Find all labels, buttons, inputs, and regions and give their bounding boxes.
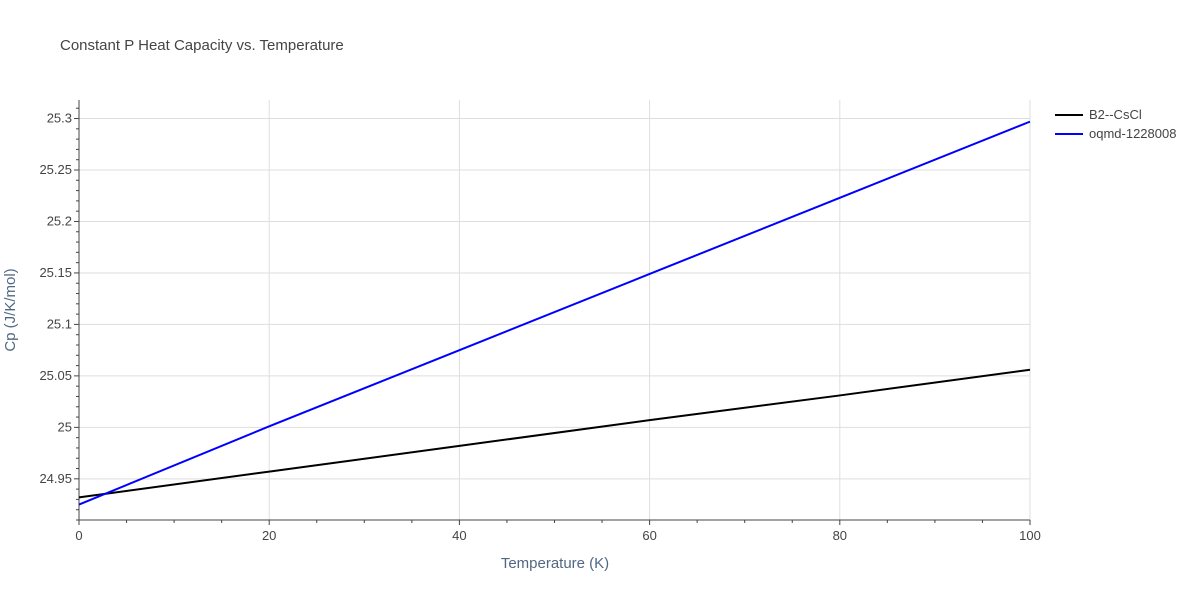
legend-label: B2--CsCl — [1089, 107, 1142, 122]
x-tick-label: 40 — [452, 528, 466, 543]
series-line-1[interactable] — [78, 368, 1031, 499]
axes: 0 20 40 60 80 100 24.95 25 25.05 25.1 25.15 25.2 25.… — [39, 100, 1041, 543]
y-tick-label: 24.95 — [39, 471, 72, 486]
y-tick-label: 25.25 — [39, 162, 72, 177]
legend-item-1[interactable]: B2--CsCl — [1055, 107, 1142, 122]
y-tick-label: 25 — [58, 419, 72, 434]
x-tick-label: 60 — [642, 528, 656, 543]
legend[interactable]: B2--CsCl oqmd-1228008 — [1055, 107, 1176, 141]
y-tick-label: 25.1 — [47, 316, 72, 331]
y-axis-title: Cp (J/K/mol) — [2, 268, 19, 351]
x-tick-label: 80 — [833, 528, 847, 543]
x-tick-label: 100 — [1019, 528, 1041, 543]
y-tick-label: 25.3 — [47, 111, 72, 126]
series-line-2[interactable] — [78, 120, 1031, 506]
legend-item-2[interactable]: oqmd-1228008 — [1055, 126, 1176, 141]
x-tick-label: 20 — [262, 528, 276, 543]
y-tick-label: 25.05 — [39, 368, 72, 383]
x-axis-title: Temperature (K) — [501, 555, 609, 572]
series-layer — [78, 120, 1031, 506]
y-tick-label: 25.15 — [39, 265, 72, 280]
y-tick-label: 25.2 — [47, 213, 72, 228]
legend-label: oqmd-1228008 — [1089, 126, 1176, 141]
chart-title: Constant P Heat Capacity vs. Temperature — [60, 37, 344, 54]
grid — [79, 100, 1031, 520]
x-tick-label: 0 — [75, 528, 82, 543]
